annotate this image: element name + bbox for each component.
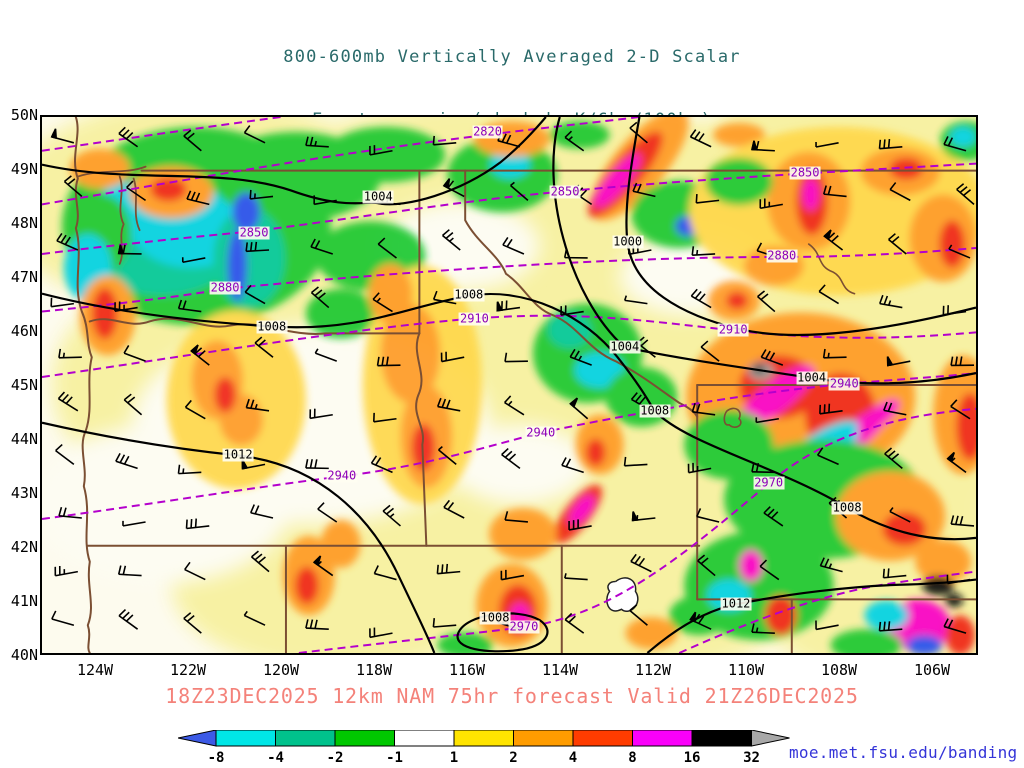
- lat-label: 43N: [10, 484, 38, 502]
- colorbar-tick: 32: [743, 750, 760, 766]
- lat-label: 45N: [10, 376, 38, 394]
- colorbar-tick: 8: [628, 750, 636, 766]
- great-salt-lake-outline: [606, 577, 639, 612]
- lon-label: 114W: [541, 661, 579, 679]
- lat-label: 41N: [10, 592, 38, 610]
- lon-label: 116W: [448, 661, 486, 679]
- lon-label: 122W: [169, 661, 207, 679]
- lon-label: 110W: [727, 661, 765, 679]
- colorbar: -8 -4 -2 -1 1 2 4 8 16 32: [177, 729, 790, 768]
- lat-label: 40N: [10, 646, 38, 664]
- wind-barbs-layer: [50, 121, 975, 639]
- lon-label: 120W: [262, 661, 300, 679]
- chart-title-line: 800-600mb Vertically Averaged 2-D Scalar: [283, 47, 741, 67]
- lon-label: 112W: [634, 661, 672, 679]
- forecast-caption: 18Z23DEC2025 12km NAM 75hr forecast Vali…: [165, 684, 859, 708]
- colorbar-tick: 16: [684, 750, 701, 766]
- colorbar-tick: 2: [509, 750, 517, 766]
- colorbar-tick: -2: [327, 750, 344, 766]
- map-plot-area: 2820 2850 2850 2850 2880 2880 2910 2910 2940 2940…: [40, 115, 978, 655]
- map-art: [42, 117, 976, 653]
- colorbar-tick: -4: [267, 750, 284, 766]
- credit-link[interactable]: moe.met.fsu.edu/banding: [789, 743, 1018, 762]
- colorbar-tick: -8: [208, 750, 225, 766]
- colorbar-tick: 4: [569, 750, 577, 766]
- colorbar-tick: -1: [386, 750, 403, 766]
- state-borders: [74, 117, 976, 653]
- lon-label: 106W: [913, 661, 951, 679]
- colorbar-tick: 1: [450, 750, 458, 766]
- lat-label: 44N: [10, 430, 38, 448]
- shading-layer: [42, 117, 976, 653]
- lon-label: 124W: [76, 661, 114, 679]
- lon-label: 108W: [820, 661, 858, 679]
- lat-label: 42N: [10, 538, 38, 556]
- lon-label: 118W: [355, 661, 393, 679]
